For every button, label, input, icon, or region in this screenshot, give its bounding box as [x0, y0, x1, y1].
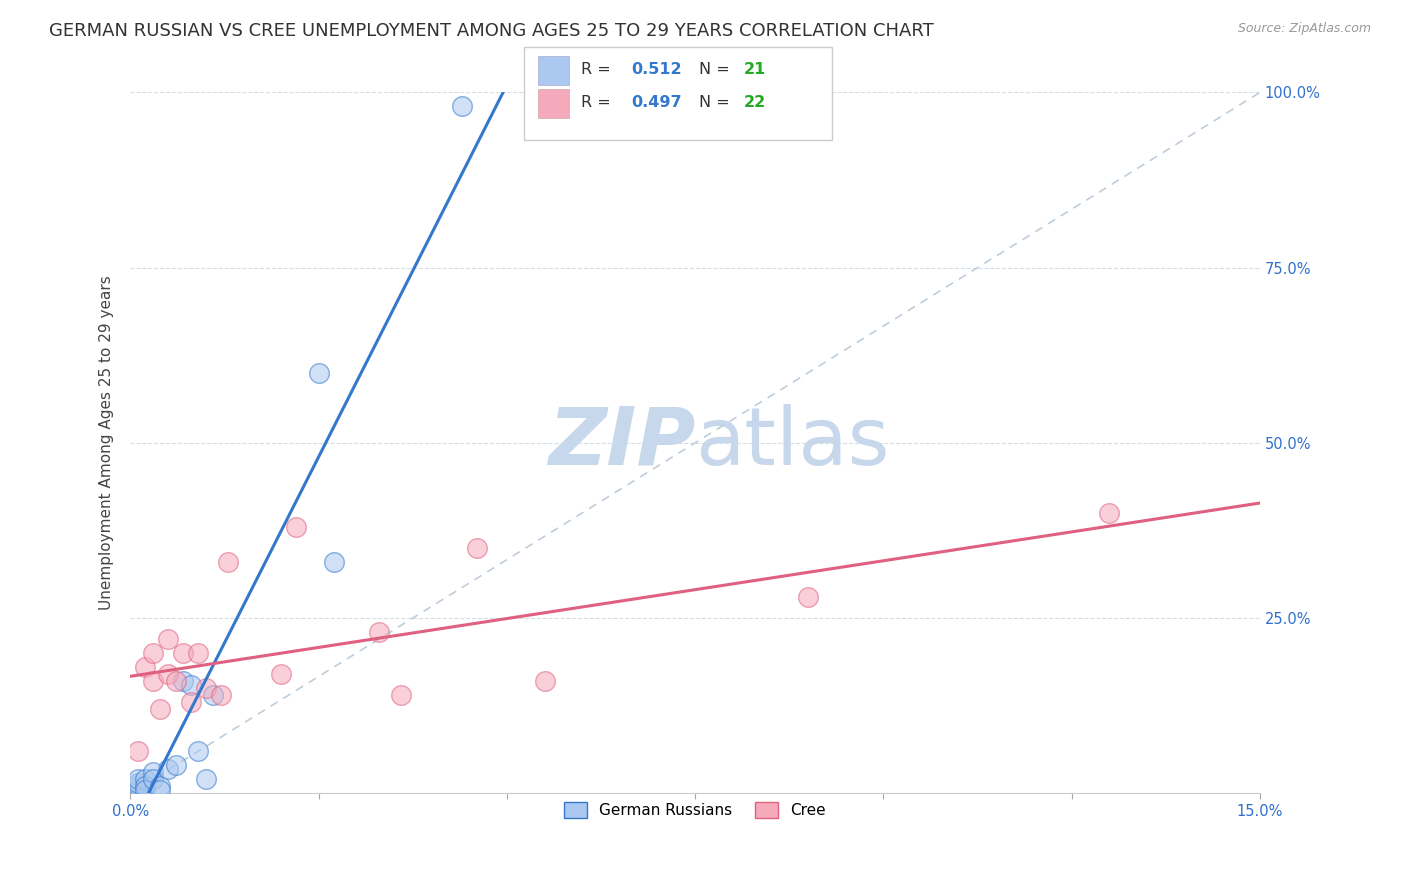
- Point: [134, 780, 156, 794]
- Text: N =: N =: [699, 95, 735, 110]
- Text: 22: 22: [744, 95, 766, 110]
- Point: [134, 660, 156, 674]
- Point: [285, 520, 308, 534]
- Point: [367, 625, 389, 640]
- Point: [127, 776, 149, 790]
- Point: [187, 646, 209, 660]
- Point: [450, 99, 472, 113]
- Point: [127, 780, 149, 794]
- Text: GERMAN RUSSIAN VS CREE UNEMPLOYMENT AMONG AGES 25 TO 29 YEARS CORRELATION CHART: GERMAN RUSSIAN VS CREE UNEMPLOYMENT AMON…: [49, 22, 934, 40]
- Text: 0.497: 0.497: [631, 95, 682, 110]
- Point: [149, 702, 172, 716]
- Point: [217, 555, 239, 569]
- Point: [127, 744, 149, 758]
- Point: [156, 667, 179, 681]
- Text: atlas: atlas: [695, 404, 890, 482]
- Point: [165, 758, 187, 772]
- Text: N =: N =: [699, 62, 735, 77]
- Text: ZIP: ZIP: [548, 404, 695, 482]
- Point: [149, 780, 172, 794]
- Point: [465, 541, 488, 555]
- Point: [142, 765, 165, 780]
- Point: [1098, 506, 1121, 520]
- Point: [209, 688, 232, 702]
- Point: [194, 772, 217, 787]
- Point: [194, 681, 217, 696]
- Legend: German Russians, Cree: German Russians, Cree: [558, 796, 832, 824]
- Point: [797, 590, 820, 604]
- Point: [322, 555, 344, 569]
- Point: [142, 646, 165, 660]
- Text: 0.512: 0.512: [631, 62, 682, 77]
- Point: [134, 772, 156, 787]
- Point: [391, 688, 413, 702]
- Point: [142, 772, 165, 787]
- Point: [270, 667, 292, 681]
- Point: [202, 688, 225, 702]
- Point: [134, 782, 156, 797]
- Point: [308, 366, 330, 380]
- Point: [180, 695, 202, 709]
- Y-axis label: Unemployment Among Ages 25 to 29 years: Unemployment Among Ages 25 to 29 years: [100, 276, 114, 610]
- Point: [165, 674, 187, 689]
- Text: R =: R =: [581, 95, 616, 110]
- Point: [156, 632, 179, 647]
- Point: [127, 782, 149, 797]
- Point: [156, 762, 179, 776]
- Point: [187, 744, 209, 758]
- Text: R =: R =: [581, 62, 616, 77]
- Point: [180, 678, 202, 692]
- Point: [533, 674, 555, 689]
- Point: [142, 674, 165, 689]
- Point: [172, 674, 194, 689]
- Point: [127, 772, 149, 787]
- Point: [172, 646, 194, 660]
- Point: [149, 782, 172, 797]
- Text: 21: 21: [744, 62, 766, 77]
- Text: Source: ZipAtlas.com: Source: ZipAtlas.com: [1237, 22, 1371, 36]
